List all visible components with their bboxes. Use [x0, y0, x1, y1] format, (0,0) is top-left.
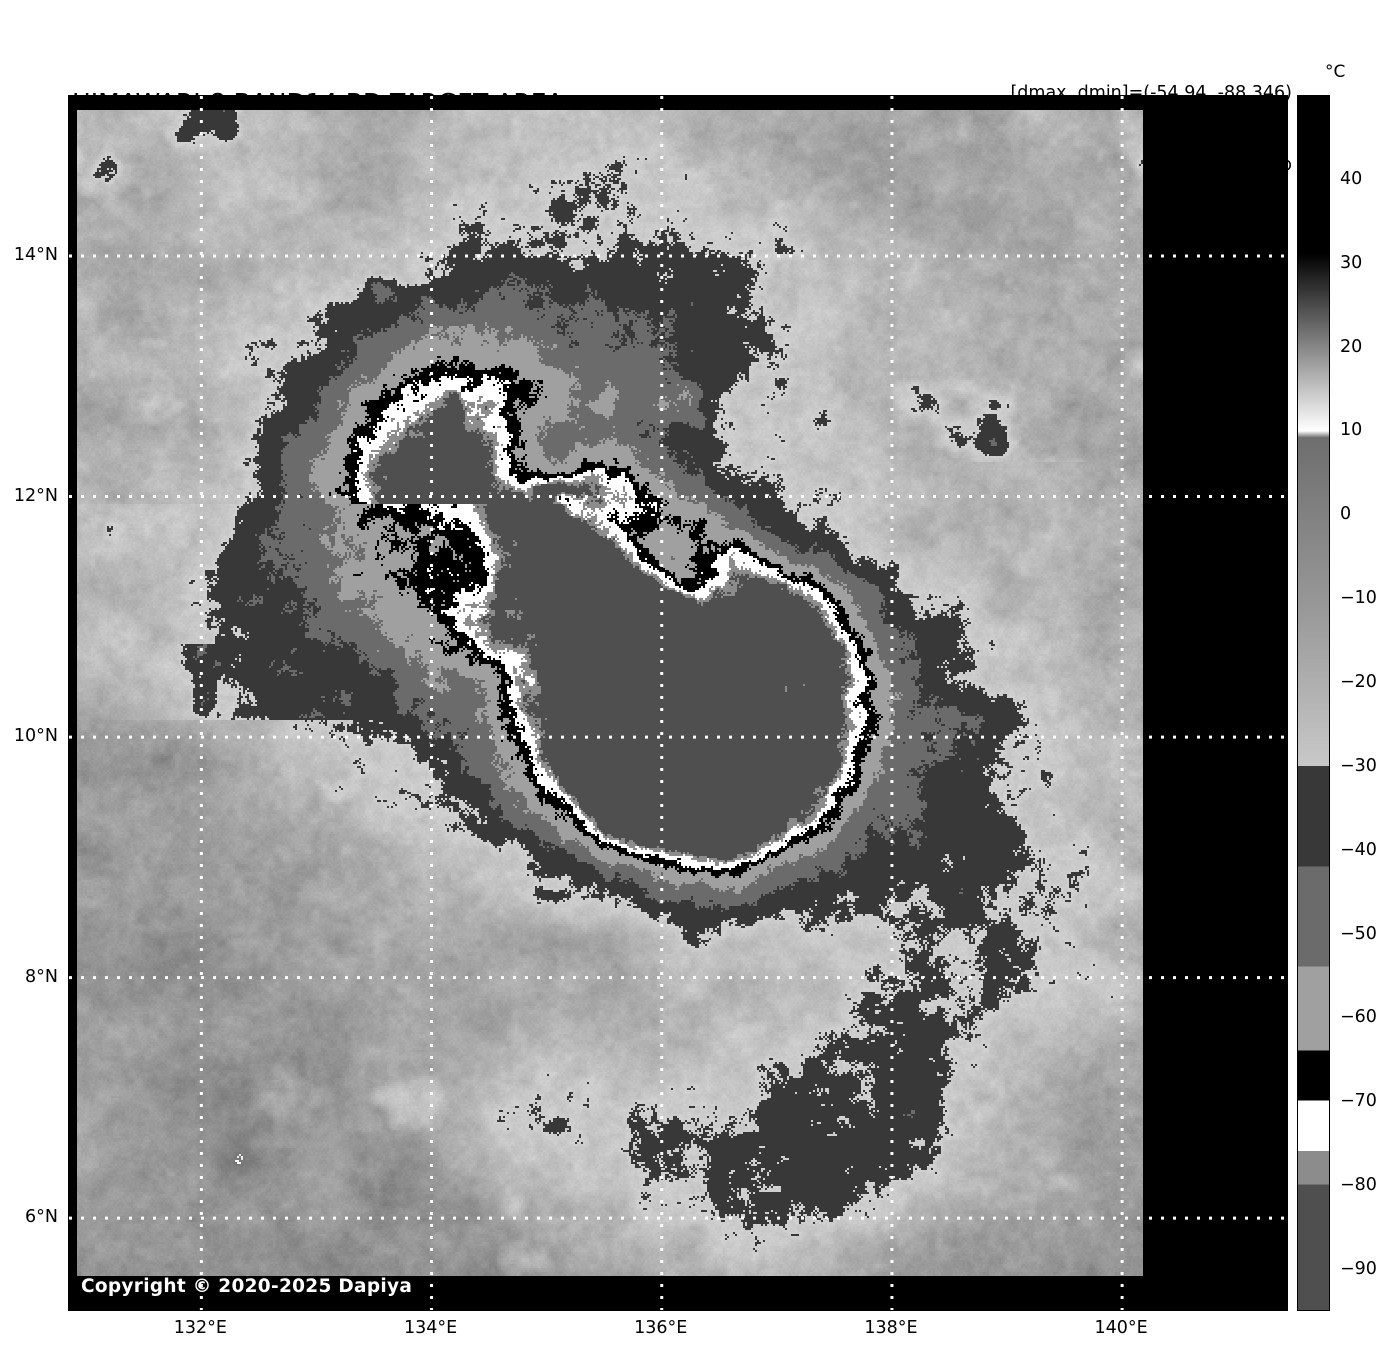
- longitude-tick-label: 136°E: [634, 1318, 688, 1338]
- colorbar-tick-label: 10: [1340, 420, 1363, 441]
- colorbar-tick-label: 40: [1340, 168, 1363, 189]
- latitude-tick-label: 14°N: [13, 244, 58, 265]
- colorbar-tick-label: −90: [1340, 1259, 1377, 1280]
- latitude-tick-label: 6°N: [25, 1207, 58, 1228]
- copyright-label: Copyright © 2020-2025 Dapiya: [81, 1276, 413, 1297]
- colorbar-tick-label: −30: [1340, 755, 1377, 776]
- colorbar-tick-label: 30: [1340, 252, 1363, 273]
- latitude-tick-label: 8°N: [25, 966, 58, 987]
- colorbar-unit-label: °C: [1325, 62, 1346, 82]
- colorbar-tick-label: −40: [1340, 839, 1377, 860]
- colorbar-gradient: [1298, 96, 1329, 1310]
- satellite-plot-area[interactable]: Copyright © 2020-2025 Dapiya: [68, 95, 1288, 1311]
- latitude-tick-label: 10°N: [13, 726, 58, 747]
- gridline-overlay: [69, 96, 1287, 1310]
- satellite-imagery: [69, 96, 1287, 1310]
- colorbar-tick-label: −70: [1340, 1091, 1377, 1112]
- colorbar-tick-label: 20: [1340, 336, 1363, 357]
- longitude-tick-label: 140°E: [1094, 1318, 1148, 1338]
- colorbar-tick-label: −80: [1340, 1175, 1377, 1196]
- colorbar-tick-label: −10: [1340, 588, 1377, 609]
- longitude-tick-label: 132°E: [173, 1318, 227, 1338]
- temperature-colorbar[interactable]: [1297, 95, 1330, 1311]
- colorbar-tick-label: −60: [1340, 1007, 1377, 1028]
- colorbar-tick-label: 0: [1340, 504, 1352, 525]
- colorbar-tick-label: −20: [1340, 672, 1377, 693]
- latitude-tick-label: 12°N: [13, 485, 58, 506]
- longitude-tick-label: 138°E: [864, 1318, 918, 1338]
- colorbar-tick-label: −50: [1340, 923, 1377, 944]
- longitude-tick-label: 134°E: [403, 1318, 458, 1338]
